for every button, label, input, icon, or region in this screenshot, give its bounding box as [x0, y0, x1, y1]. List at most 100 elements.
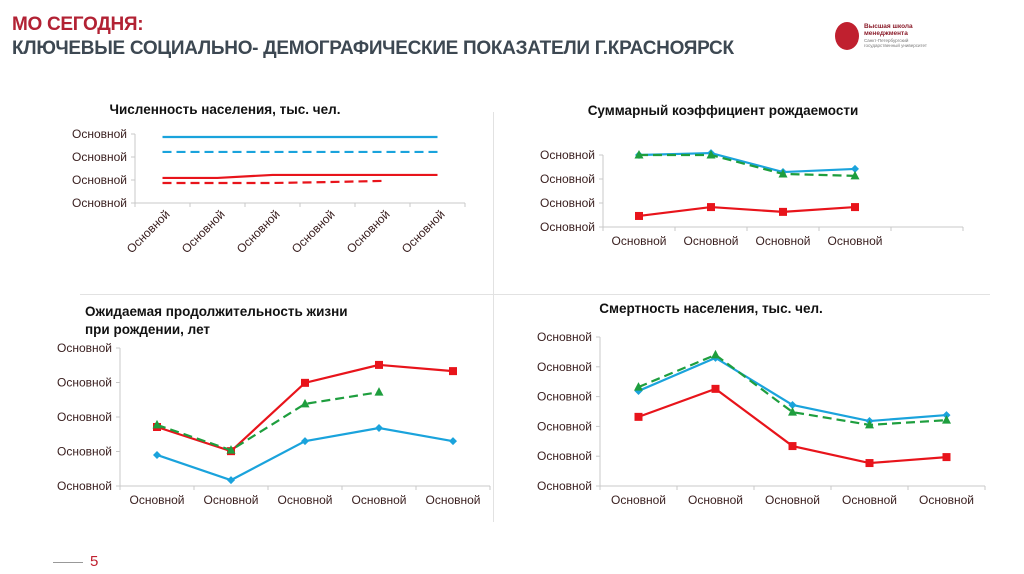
series-line-3	[162, 173, 438, 180]
chart-2: Суммарный коэффициент рождаемости Основно…	[540, 103, 964, 248]
x-tick-label: Основной	[425, 493, 480, 507]
chart-1: Численность населения, тыс. чел. Основной…	[72, 102, 466, 256]
data-point-diamond	[375, 424, 383, 433]
data-point-square	[375, 360, 383, 369]
logo-text-1: Высшая школа	[864, 23, 913, 30]
y-tick-label: Основной	[540, 172, 595, 186]
data-point-triangle	[634, 150, 644, 159]
y-tick-label: Основной	[72, 196, 127, 210]
series-line-4	[162, 179, 383, 185]
slide-title: МО СЕГОДНЯ:	[12, 14, 144, 35]
data-point-triangle	[865, 419, 874, 429]
university-logo: Высшая школа менеджмента Санкт-Петербург…	[835, 22, 955, 58]
chart-title: Смертность населения, тыс. чел.	[599, 301, 823, 316]
vertical-divider	[493, 112, 494, 522]
data-point-square	[449, 367, 457, 376]
logo-text-4: государственный университет	[864, 43, 927, 48]
y-tick-label: Основной	[537, 479, 592, 493]
data-point-diamond	[851, 164, 859, 173]
x-tick-label: Основной	[683, 234, 738, 248]
data-point-triangle	[942, 415, 951, 424]
x-tick-label: Основной	[688, 493, 743, 507]
y-tick-label: Основной	[537, 449, 592, 463]
y-tick-label: Основной	[57, 479, 112, 493]
data-point-square	[865, 459, 874, 468]
series-line-2	[156, 391, 380, 452]
horizontal-divider	[80, 294, 990, 295]
series-line-2	[639, 153, 856, 177]
data-point-square	[711, 384, 720, 393]
x-tick-label: Основной	[351, 493, 406, 507]
x-tick-label: Основной	[277, 493, 332, 507]
x-tick-label: Основной	[755, 234, 810, 248]
y-tick-label: Основной	[537, 330, 592, 344]
x-tick-label: Основной	[344, 207, 393, 256]
data-point-triangle	[374, 387, 384, 396]
data-point-square	[301, 378, 309, 387]
data-point-triangle	[850, 170, 860, 180]
data-point-diamond	[153, 450, 161, 459]
series-line-3	[156, 426, 454, 482]
chart-title: Численность населения, тыс. чел.	[110, 102, 341, 117]
y-tick-label: Основной	[57, 376, 112, 390]
chart-4: Смертность населения, тыс. чел. Основной О…	[537, 301, 986, 507]
y-tick-label: Основной	[72, 173, 127, 187]
y-tick-label: Основной	[72, 150, 127, 164]
x-tick-label: Основной	[765, 493, 820, 507]
data-point-square	[942, 453, 951, 462]
y-tick-label: Основной	[537, 360, 592, 374]
y-tick-label: Основной	[540, 220, 595, 234]
x-tick-label: Основной	[919, 493, 974, 507]
series-line-3	[638, 205, 856, 218]
x-tick-label: Основной	[611, 493, 666, 507]
data-point-square	[707, 203, 715, 212]
data-point-diamond	[227, 476, 235, 485]
y-tick-label: Основной	[537, 419, 592, 433]
y-tick-label: Основной	[537, 390, 592, 404]
logo-text-3: Санкт-Петербургский	[864, 38, 909, 43]
data-point-triangle	[634, 382, 643, 391]
chart-title: при рождении, лет	[85, 322, 210, 337]
x-tick-label: Основной	[234, 207, 283, 256]
data-point-square	[788, 442, 797, 451]
data-point-square	[635, 211, 643, 220]
x-tick-label: Основной	[289, 207, 338, 256]
data-point-square	[779, 207, 787, 216]
data-point-diamond	[942, 411, 951, 420]
chart-title: Ожидаемая продолжительность жизни	[85, 304, 348, 319]
y-tick-label: Основной	[57, 445, 112, 459]
data-point-triangle	[226, 445, 236, 454]
y-tick-label: Основной	[57, 410, 112, 424]
x-tick-label: Основной	[124, 207, 173, 256]
slide-subtitle: КЛЮЧЕВЫЕ СОЦИАЛЬНО- ДЕМОГРАФИЧЕСКИЕ ПОКА…	[12, 38, 734, 59]
series-line-3	[638, 387, 947, 465]
y-tick-label: Основной	[540, 196, 595, 210]
x-tick-label: Основной	[611, 234, 666, 248]
x-tick-label: Основной	[129, 493, 184, 507]
data-point-triangle	[711, 349, 720, 359]
page-number-rule	[53, 562, 83, 563]
data-point-diamond	[788, 400, 797, 409]
data-point-triangle	[706, 150, 716, 159]
y-tick-label: Основной	[57, 341, 112, 355]
data-point-triangle	[300, 398, 310, 408]
data-point-diamond	[301, 437, 309, 446]
x-tick-label: Основной	[827, 234, 882, 248]
data-point-triangle	[788, 407, 797, 416]
chart-title: Суммарный коэффициент рождаемости	[588, 103, 859, 118]
data-point-diamond	[449, 437, 457, 446]
y-tick-label: Основной	[72, 127, 127, 141]
page-number: 5	[90, 553, 99, 570]
chart-3: Ожидаемая продолжительность жизни при рож…	[57, 304, 491, 507]
x-tick-label: Основной	[203, 493, 258, 507]
logo-emblem-icon	[835, 22, 859, 50]
data-point-square	[634, 412, 643, 421]
x-tick-label: Основной	[842, 493, 897, 507]
data-point-triangle	[778, 168, 788, 178]
y-tick-label: Основной	[540, 148, 595, 162]
data-point-square	[851, 203, 859, 212]
data-point-triangle	[152, 419, 162, 429]
x-tick-label: Основной	[179, 207, 228, 256]
x-tick-label: Основной	[399, 207, 448, 256]
